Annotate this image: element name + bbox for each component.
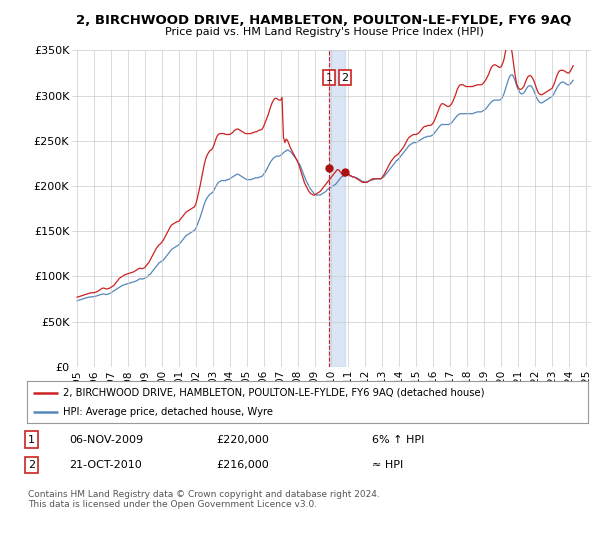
Text: 2: 2 <box>28 460 35 470</box>
Text: £220,000: £220,000 <box>216 435 269 445</box>
Text: £216,000: £216,000 <box>216 460 269 470</box>
Text: HPI: Average price, detached house, Wyre: HPI: Average price, detached house, Wyre <box>64 407 274 417</box>
Bar <box>329 50 345 367</box>
Text: 6% ↑ HPI: 6% ↑ HPI <box>372 435 424 445</box>
Text: 2: 2 <box>341 73 349 82</box>
Text: Price paid vs. HM Land Registry's House Price Index (HPI): Price paid vs. HM Land Registry's House … <box>164 27 484 37</box>
Text: 1: 1 <box>325 73 332 82</box>
Text: 06-NOV-2009: 06-NOV-2009 <box>69 435 143 445</box>
Text: ≈ HPI: ≈ HPI <box>372 460 403 470</box>
Text: 2, BIRCHWOOD DRIVE, HAMBLETON, POULTON-LE-FYLDE, FY6 9AQ (detached house): 2, BIRCHWOOD DRIVE, HAMBLETON, POULTON-L… <box>64 388 485 398</box>
Text: Contains HM Land Registry data © Crown copyright and database right 2024.
This d: Contains HM Land Registry data © Crown c… <box>28 490 380 510</box>
Text: 2, BIRCHWOOD DRIVE, HAMBLETON, POULTON-LE-FYLDE, FY6 9AQ: 2, BIRCHWOOD DRIVE, HAMBLETON, POULTON-L… <box>76 14 572 27</box>
Text: 21-OCT-2010: 21-OCT-2010 <box>69 460 142 470</box>
Text: 1: 1 <box>28 435 35 445</box>
